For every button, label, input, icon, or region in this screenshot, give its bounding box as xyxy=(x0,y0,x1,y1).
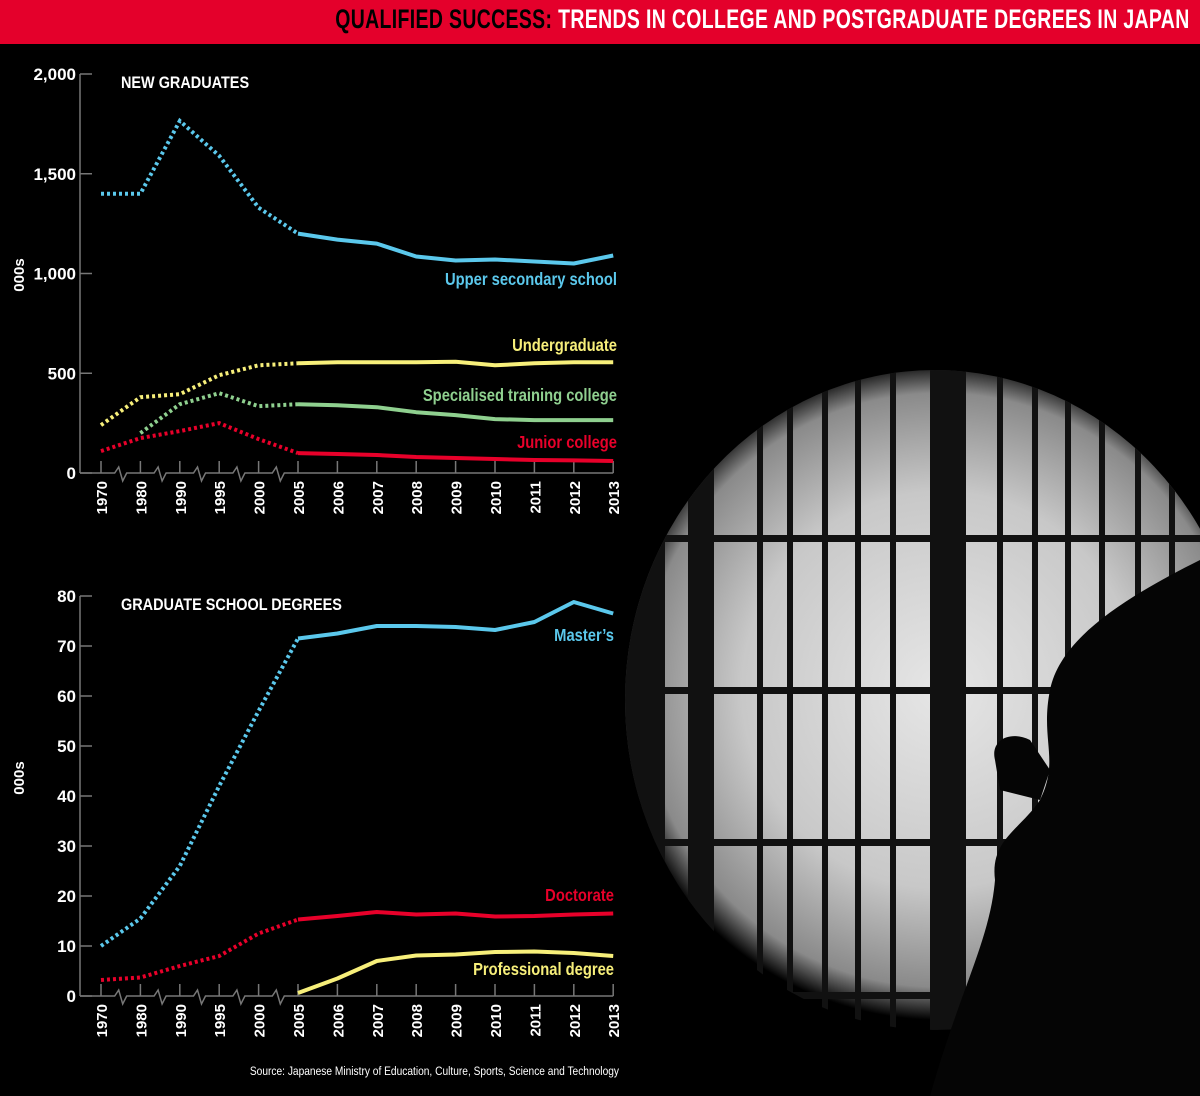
window-rail xyxy=(625,535,1200,542)
specialised-training-college-label: Specialised training college xyxy=(423,386,617,406)
x-tick-label: 2006 xyxy=(330,1004,347,1037)
x-tick-label: 2013 xyxy=(606,1004,623,1037)
doctorate-dotted-line xyxy=(100,917,299,982)
x-tick-label: 2011 xyxy=(527,1004,544,1037)
x-tick-label: 2008 xyxy=(409,1004,426,1037)
x-tick-label: 2013 xyxy=(606,481,623,514)
chart-title: NEW GRADUATES xyxy=(121,74,249,92)
x-tick-label: 2007 xyxy=(370,1004,387,1037)
y-tick-label: 0 xyxy=(67,464,76,483)
master-s-dotted-line xyxy=(99,637,300,948)
y-tick-label: 60 xyxy=(57,687,76,706)
chart-title: GRADUATE SCHOOL DEGREES xyxy=(121,596,342,614)
window-bar xyxy=(822,370,828,1030)
source-note: Source: Japanese Ministry of Education, … xyxy=(250,1065,620,1078)
y-tick-label: 50 xyxy=(57,737,76,756)
x-tick-label: 2007 xyxy=(370,481,387,514)
window-bar xyxy=(997,370,1003,1030)
doctorate-label: Doctorate xyxy=(545,886,614,906)
x-tick-label: 2010 xyxy=(488,481,505,514)
professional-degree-label: Professional degree xyxy=(473,960,614,980)
junior-college-label: Junior college xyxy=(517,433,617,453)
y-tick-label: 40 xyxy=(57,787,76,806)
x-tick-label: 1980 xyxy=(133,481,150,514)
y-tick-label: 20 xyxy=(57,887,76,906)
y-axis-label: 000s xyxy=(11,258,28,291)
y-tick-label: 500 xyxy=(48,364,76,383)
window-rail xyxy=(625,687,1200,694)
x-tick-label: 2006 xyxy=(330,481,347,514)
window-bar xyxy=(787,370,793,1030)
doctorate-line xyxy=(297,910,614,922)
x-tick-label: 1970 xyxy=(94,481,111,514)
x-axis xyxy=(80,988,614,1007)
x-tick-label: 1995 xyxy=(212,1004,229,1037)
x-tick-label: 2005 xyxy=(291,1004,308,1037)
graduate-degrees-chart: 0 10 20 30 40 50 60 70 80 1970 1980 1990 1995 2000 200… xyxy=(11,587,623,1037)
upper-secondary-school-label: Upper secondary school xyxy=(445,270,617,290)
x-tick-label: 2000 xyxy=(252,481,269,514)
title-lead: QUALIFIED SUCCESS: xyxy=(335,4,553,34)
new-graduates-chart: 0 500 1,000 1,500 2,000 1970 1980 1990 1995 2000 2… xyxy=(11,65,623,514)
specialised-training-college-dotted-line xyxy=(139,391,299,435)
y-tick-label: 1,500 xyxy=(33,165,76,184)
junior-college-line xyxy=(297,451,614,463)
y-tick-label: 10 xyxy=(57,937,76,956)
x-tick-label: 1990 xyxy=(173,1004,190,1037)
specialised-training-college-line xyxy=(297,402,614,423)
title-bar: QUALIFIED SUCCESS: TRENDS IN COLLEGE AND… xyxy=(0,0,1200,44)
x-tick-label: 2000 xyxy=(252,1004,269,1037)
x-tick-label: 2008 xyxy=(409,481,426,514)
junior-college-dotted-line xyxy=(100,421,299,455)
x-tick-label: 1995 xyxy=(212,481,229,514)
window-rail xyxy=(625,992,1200,999)
x-tick-label: 1980 xyxy=(133,1004,150,1037)
x-tick-label: 1990 xyxy=(173,481,190,514)
x-tick-label: 2012 xyxy=(567,481,584,514)
x-tick-label: 2011 xyxy=(527,481,544,514)
silhouette-photo xyxy=(520,44,1200,1096)
y-tick-label: 1,000 xyxy=(33,265,76,284)
y-tick-label: 2,000 xyxy=(33,65,76,84)
upper-secondary-school-dotted-line xyxy=(101,117,300,236)
window-rail xyxy=(625,839,1200,846)
y-tick-label: 0 xyxy=(67,987,76,1006)
y-tick-label: 30 xyxy=(57,837,76,856)
y-axis-label: 000s xyxy=(11,761,28,794)
y-tick-label: 80 xyxy=(57,587,76,606)
upper-secondary-school-line xyxy=(297,231,614,266)
title-rest: TRENDS IN COLLEGE AND POSTGRADUATE DEGRE… xyxy=(552,4,1190,34)
x-tick-label: 2009 xyxy=(449,481,466,514)
x-axis xyxy=(80,465,614,484)
x-tick-label: 2005 xyxy=(291,481,308,514)
window-bar xyxy=(890,370,896,1030)
page-title: QUALIFIED SUCCESS: TRENDS IN COLLEGE AND… xyxy=(336,4,1190,35)
x-tick-label: 2012 xyxy=(567,1004,584,1037)
window-bar xyxy=(855,370,861,1030)
undergraduate-label: Undergraduate xyxy=(512,336,617,356)
window-bar xyxy=(1032,370,1038,1030)
x-tick-label: 2010 xyxy=(488,1004,505,1037)
x-tick-label: 1970 xyxy=(94,1004,111,1037)
undergraduate-line xyxy=(297,359,614,368)
x-tick-label: 2009 xyxy=(449,1004,466,1037)
undergraduate-dotted-line xyxy=(99,361,299,427)
window-bar xyxy=(757,370,763,1030)
y-tick-label: 70 xyxy=(57,637,76,656)
master-s-label: Master’s xyxy=(554,626,614,646)
